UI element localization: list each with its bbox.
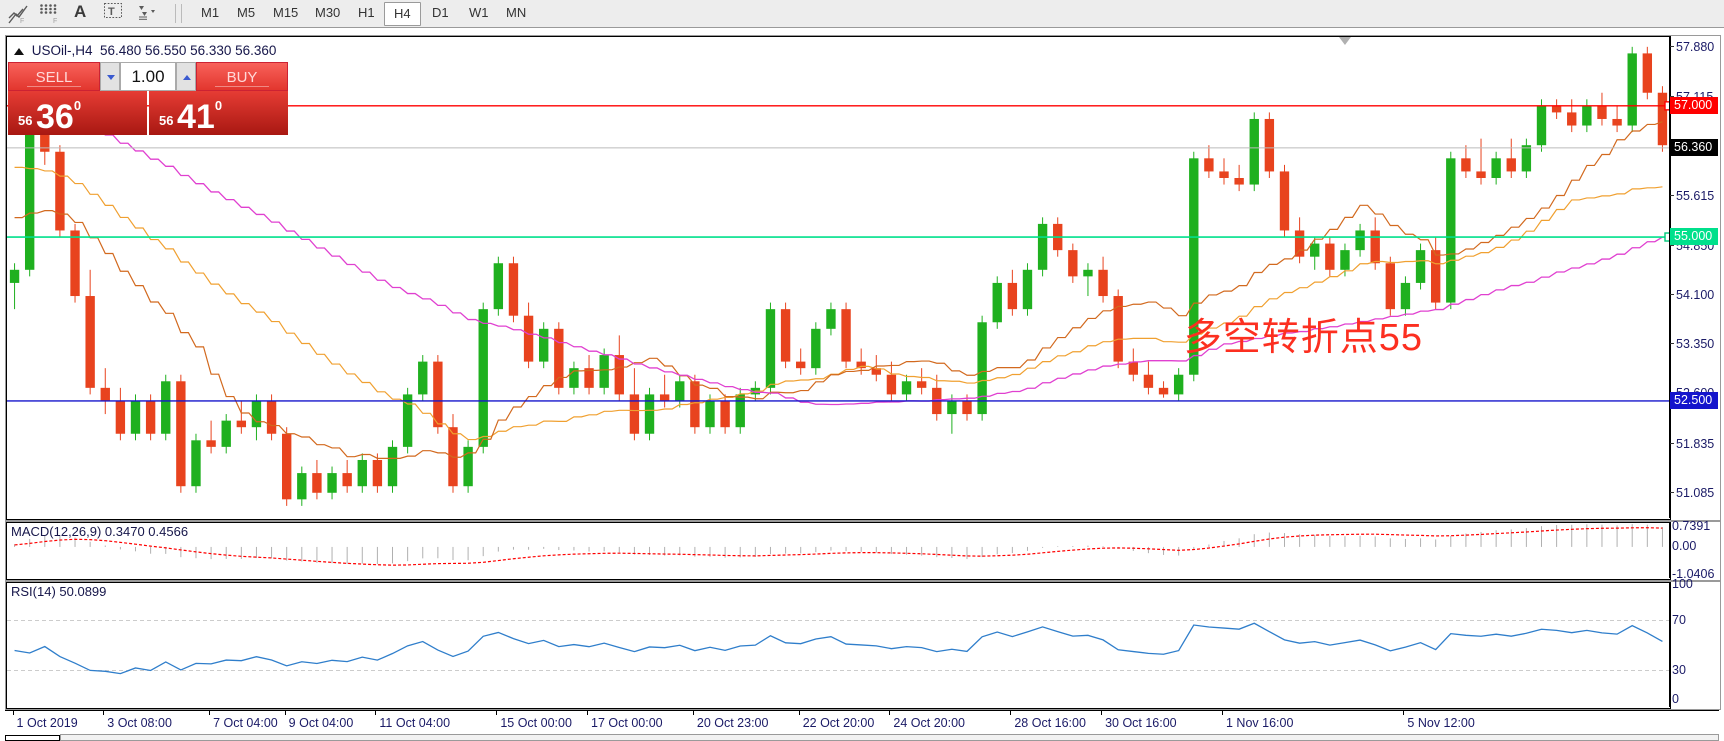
svg-text:F: F: [53, 18, 57, 24]
svg-text:T: T: [108, 6, 115, 18]
svg-text:F: F: [20, 18, 24, 24]
